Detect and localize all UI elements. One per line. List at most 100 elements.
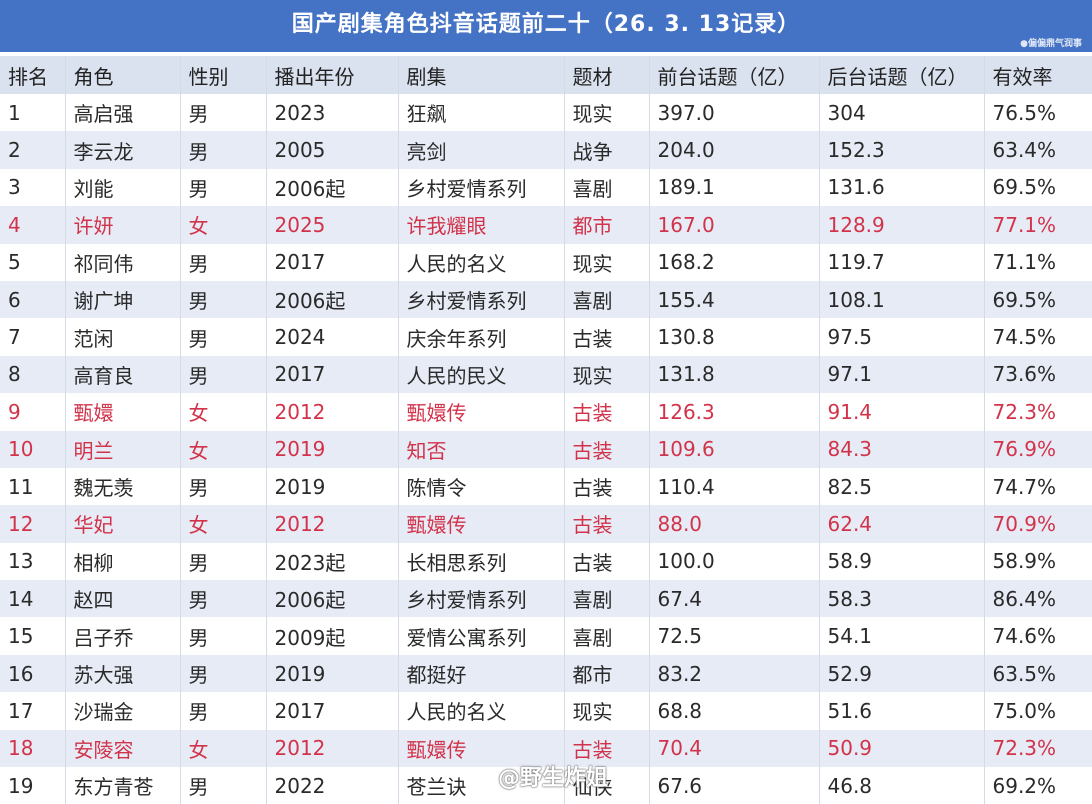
rank-cell: 17 xyxy=(0,692,66,730)
year-cell: 2012 xyxy=(266,729,399,768)
role-cell: 苏大强 xyxy=(65,654,181,693)
rank-cell: 18 xyxy=(0,729,66,768)
role-cell: 相柳 xyxy=(65,542,181,581)
back-topic-cell: 108.1 xyxy=(819,280,985,319)
footer-watermark: @野生炸姐 xyxy=(498,766,609,791)
front-topic-cell: 168.2 xyxy=(649,243,820,281)
back-topic-cell: 97.1 xyxy=(819,355,985,394)
table-row: 9 甄嬛女 2012 甄嬛传 古装 126.3 91.4 72.3% xyxy=(0,393,1092,431)
front-topic-cell: 167.0 xyxy=(649,206,820,244)
rank-cell: 11 xyxy=(0,467,66,506)
efficiency-cell: 74.6% xyxy=(984,617,1092,655)
table-title: 国产剧集角色抖音话题前二十（26. 3. 13记录） xyxy=(291,12,801,37)
genre-cell: 现实 xyxy=(564,243,650,281)
front-topic-cell: 131.8 xyxy=(649,355,820,394)
genre-cell: 喜剧 xyxy=(564,280,650,319)
column-header-rank: 排名 xyxy=(0,56,66,94)
table-row: 8 高育良男 2017 人民的民义 现实 131.8 97.1 73.6% xyxy=(0,355,1092,394)
year-cell: 2006起 xyxy=(266,168,399,207)
gender-cell: 女 xyxy=(180,206,267,244)
back-topic-cell: 62.4 xyxy=(819,505,985,543)
front-topic-cell: 100.0 xyxy=(649,542,820,581)
rank-cell: 7 xyxy=(0,318,66,356)
gender-cell: 男 xyxy=(180,542,267,581)
role-cell: 安陵容 xyxy=(65,729,181,768)
rank-cell: 15 xyxy=(0,617,66,655)
rank-cell: 9 xyxy=(0,393,66,431)
drama-cell: 人民的民义 xyxy=(398,355,565,394)
column-header-efficiency: 有效率 xyxy=(984,56,1092,94)
year-cell: 2025 xyxy=(266,206,399,244)
role-cell: 范闲 xyxy=(65,318,181,356)
efficiency-cell: 77.1% xyxy=(984,206,1092,244)
year-cell: 2017 xyxy=(266,692,399,730)
genre-cell: 古装 xyxy=(564,729,650,768)
rank-cell: 2 xyxy=(0,131,66,169)
gender-cell: 女 xyxy=(180,729,267,768)
back-topic-cell: 82.5 xyxy=(819,467,985,506)
genre-cell: 古装 xyxy=(564,505,650,543)
table-row: 19 东方青苍男 2022 苍兰诀 仙侠 67.6 46.8 69.2% xyxy=(0,767,1092,804)
gender-cell: 男 xyxy=(180,692,267,730)
front-topic-cell: 88.0 xyxy=(649,505,820,543)
drama-cell: 人民的名义 xyxy=(398,243,565,281)
year-cell: 2023起 xyxy=(266,542,399,581)
year-cell: 2012 xyxy=(266,393,399,431)
efficiency-cell: 86.4% xyxy=(984,580,1092,618)
efficiency-cell: 69.5% xyxy=(984,280,1092,319)
year-cell: 2019 xyxy=(266,654,399,693)
year-cell: 2017 xyxy=(266,355,399,394)
back-topic-cell: 128.9 xyxy=(819,206,985,244)
title-watermark: ●偏偏鼎气润事 xyxy=(1020,39,1082,49)
back-topic-cell: 52.9 xyxy=(819,654,985,693)
back-topic-cell: 119.7 xyxy=(819,243,985,281)
back-topic-cell: 84.3 xyxy=(819,430,985,468)
efficiency-cell: 75.0% xyxy=(984,692,1092,730)
role-cell: 许妍 xyxy=(65,206,181,244)
gender-cell: 男 xyxy=(180,243,267,281)
front-topic-cell: 70.4 xyxy=(649,729,820,768)
genre-cell: 现实 xyxy=(564,355,650,394)
genre-cell: 仙侠 xyxy=(564,767,650,804)
drama-cell: 苍兰诀 xyxy=(398,767,565,804)
role-cell: 东方青苍 xyxy=(65,767,181,804)
gender-cell: 男 xyxy=(180,617,267,655)
rank-cell: 4 xyxy=(0,206,66,244)
year-cell: 2009起 xyxy=(266,617,399,655)
front-topic-cell: 110.4 xyxy=(649,467,820,506)
column-header-gender: 性别 xyxy=(180,56,267,94)
year-cell: 2017 xyxy=(266,243,399,281)
gender-cell: 男 xyxy=(180,280,267,319)
front-topic-cell: 67.6 xyxy=(649,767,820,804)
front-topic-cell: 155.4 xyxy=(649,280,820,319)
drama-cell: 亮剑 xyxy=(398,131,565,169)
drama-cell: 甄嬛传 xyxy=(398,729,565,768)
gender-cell: 男 xyxy=(180,94,267,132)
column-header-genre: 题材 xyxy=(564,56,650,94)
role-cell: 李云龙 xyxy=(65,131,181,169)
rank-cell: 13 xyxy=(0,542,66,581)
front-topic-cell: 397.0 xyxy=(649,94,820,132)
rank-cell: 10 xyxy=(0,430,66,468)
table-row: 14 赵四男 2006起 乡村爱情系列 喜剧 67.4 58.3 86.4% xyxy=(0,580,1092,618)
efficiency-cell: 74.7% xyxy=(984,467,1092,506)
front-topic-cell: 67.4 xyxy=(649,580,820,618)
role-cell: 甄嬛 xyxy=(65,393,181,431)
back-topic-cell: 58.9 xyxy=(819,542,985,581)
efficiency-cell: 69.2% xyxy=(984,767,1092,804)
table-row: 4 许妍女 2025 许我耀眼 都市 167.0 128.9 77.1% xyxy=(0,206,1092,244)
genre-cell: 战争 xyxy=(564,131,650,169)
rank-cell: 1 xyxy=(0,94,66,132)
efficiency-cell: 58.9% xyxy=(984,542,1092,581)
back-topic-cell: 54.1 xyxy=(819,617,985,655)
gender-cell: 女 xyxy=(180,393,267,431)
role-cell: 高启强 xyxy=(65,94,181,132)
gender-cell: 女 xyxy=(180,430,267,468)
drama-cell: 庆余年系列 xyxy=(398,318,565,356)
ranking-table: 排名 角色 性别 播出年份 剧集 题材 前台话题（亿） 后台话题（亿） 有效率 … xyxy=(0,56,1092,804)
gender-cell: 男 xyxy=(180,355,267,394)
role-cell: 刘能 xyxy=(65,168,181,207)
table-row: 2 李云龙男 2005 亮剑 战争 204.0 152.3 63.4% xyxy=(0,131,1092,169)
title-bar: 国产剧集角色抖音话题前二十（26. 3. 13记录） ●偏偏鼎气润事 xyxy=(0,0,1092,52)
